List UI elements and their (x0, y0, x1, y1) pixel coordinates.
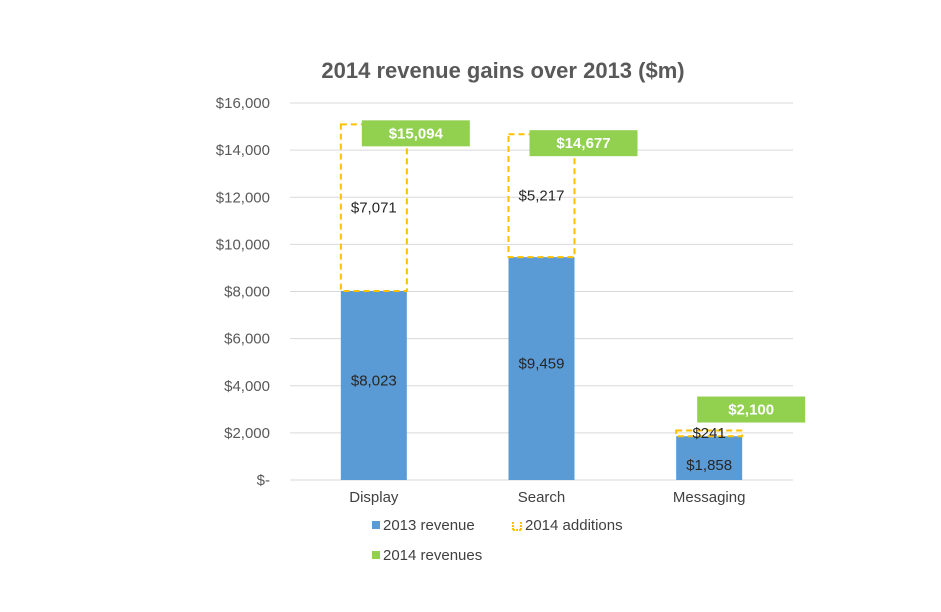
bar-2013-revenue (340, 290, 407, 480)
data-label-2013-revenue: $1,858 (686, 457, 732, 474)
legend: 2013 revenue 2014 additions 2014 revenues (372, 517, 623, 564)
data-label-2014-revenues: $14,677 (556, 135, 610, 152)
legend-swatch-2013-revenue (372, 521, 380, 529)
total-label-box (697, 396, 806, 423)
legend-label-2013-revenue: 2013 revenue (383, 517, 475, 534)
y-tick-label: $12,000 (216, 189, 270, 206)
bars: $8,023 $7,071 $15,094 $9,459 $5,217 $14,677 $1… (339, 120, 806, 480)
y-tick-label: $8,000 (224, 284, 270, 301)
x-category-label: Display (349, 489, 399, 506)
x-category-label: Search (518, 489, 566, 506)
legend-swatch-2014-additions (512, 522, 522, 531)
chart-title: 2014 revenue gains over 2013 ($m) (321, 58, 684, 83)
total-label-box (361, 120, 470, 147)
bar-2013-revenue (676, 436, 743, 480)
y-axis: $- $2,000 $4,000 $6,000 $8,000 $10,000 $12,000… (216, 95, 270, 489)
y-tick-label: $2,000 (224, 425, 270, 442)
legend-swatch-2014-revenues (372, 551, 380, 559)
y-tick-label: $14,000 (216, 142, 270, 159)
legend-label-2014-revenues: 2014 revenues (383, 547, 482, 564)
x-axis: Display Search Messaging (349, 489, 745, 506)
total-label-box (529, 130, 638, 157)
bar-2014-additions (675, 429, 744, 438)
legend-label-2014-additions: 2014 additions (525, 517, 623, 534)
data-label-2013-revenue: $9,459 (519, 356, 565, 373)
data-label-2014-revenues: $2,100 (728, 402, 774, 419)
bar-2013-revenue (508, 257, 575, 480)
data-label-2014-additions: $5,217 (519, 188, 565, 205)
data-label-2013-revenue: $8,023 (351, 372, 397, 389)
y-tick-label: $- (257, 472, 270, 489)
y-tick-label: $10,000 (216, 236, 270, 253)
x-category-label: Messaging (673, 489, 746, 506)
y-tick-label: $4,000 (224, 378, 270, 395)
data-label-2014-additions: $241 (692, 425, 725, 442)
y-tick-label: $6,000 (224, 331, 270, 348)
data-label-2014-additions: $7,071 (351, 200, 397, 217)
data-label-2014-revenues: $15,094 (389, 125, 444, 142)
y-tick-label: $16,000 (216, 95, 270, 112)
